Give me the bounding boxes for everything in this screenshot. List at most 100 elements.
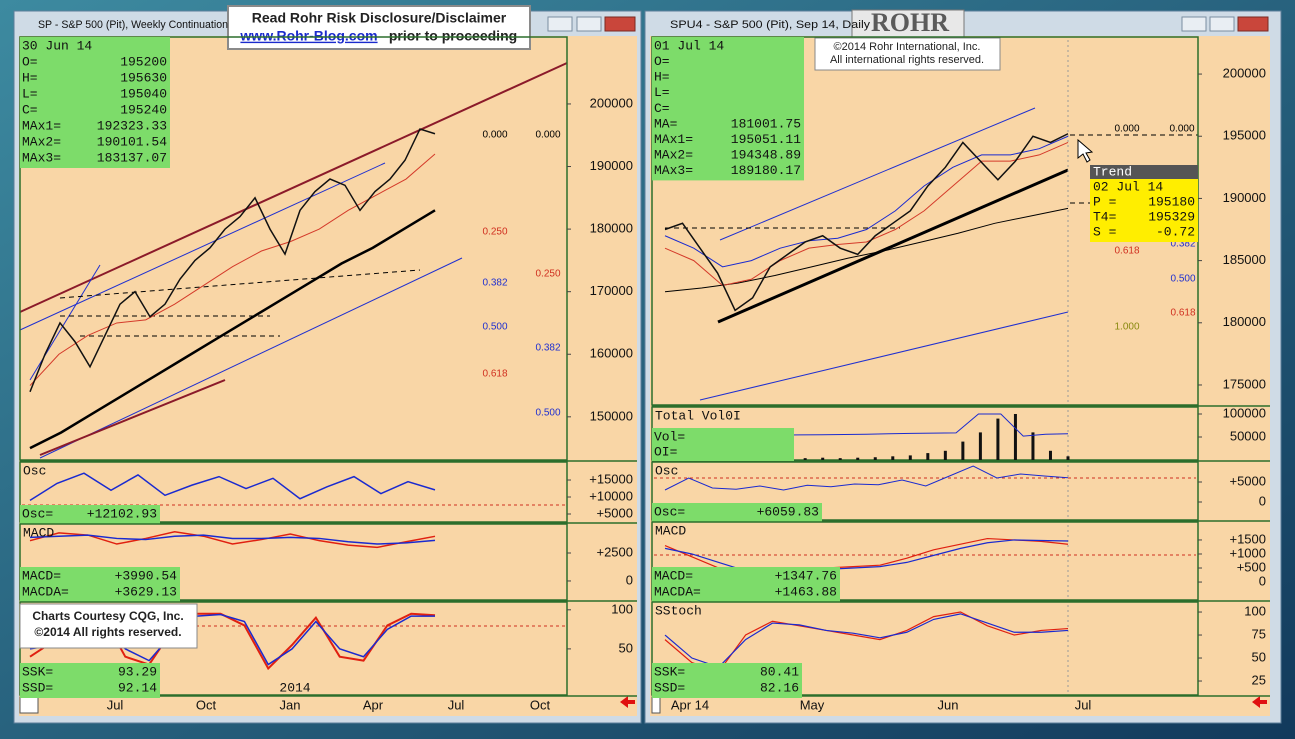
readout-box (20, 663, 160, 698)
date-label: Jun (938, 697, 959, 712)
readout-value: 181001.75 (731, 116, 801, 131)
trend-date: 02 Jul 14 (1093, 179, 1163, 194)
volume-bar (1066, 456, 1070, 460)
volume-bar (908, 455, 912, 460)
right-window-buttons[interactable] (1181, 16, 1269, 32)
banner-link[interactable]: www.Rohr-Blog.com (239, 28, 377, 44)
maximize-button[interactable] (576, 16, 602, 32)
readout-value: 183137.07 (97, 150, 167, 165)
year-label: 2014 (279, 680, 310, 695)
tick-label: 175000 (1223, 376, 1266, 391)
trend-header-bg (1090, 165, 1198, 179)
volume-bar (856, 457, 860, 460)
corner-box (19, 696, 39, 714)
fib-label: 0.000 (482, 130, 507, 141)
readout-value: +3629.13 (115, 584, 177, 599)
minimize-button[interactable] (547, 16, 573, 32)
readout-box (652, 663, 802, 698)
readout-value: +1463.88 (775, 584, 837, 599)
readout-value: 189180.17 (731, 163, 801, 178)
tick-label: 150000 (590, 408, 633, 423)
volume-bar (803, 458, 807, 460)
tick-label: 0 (1259, 493, 1266, 508)
tick-label: 100 (1244, 603, 1266, 618)
readout-label: MAx3= (654, 163, 693, 178)
readout-label: MACDA= (22, 584, 69, 599)
tick-label: 160000 (590, 346, 633, 361)
readout-value: 192323.33 (97, 118, 167, 133)
courtesy-text: ©2014 All rights reserved. (34, 625, 181, 639)
tick-label: 50 (619, 640, 633, 655)
volume-bar (821, 457, 825, 460)
minimize-button[interactable] (1181, 16, 1207, 32)
readout-label: O= (22, 54, 38, 69)
date-label: Jul (1075, 697, 1092, 712)
pane-label: MACD (655, 523, 686, 538)
readout-value: 80.41 (760, 664, 799, 679)
readout-label: OI= (654, 444, 678, 459)
fib-label: 0.618 (1170, 308, 1195, 319)
pane-frame (19, 36, 568, 461)
banner-text: prior to proceeding (389, 28, 517, 44)
pane-label: Total Vol0I (655, 408, 741, 423)
readout-value: 82.16 (760, 680, 799, 695)
fib-label: 0.250 (482, 227, 507, 238)
readout-box (20, 37, 170, 168)
readout-box (652, 567, 840, 602)
date-label: Jul (107, 697, 124, 712)
tick-label: +1000 (1229, 545, 1266, 560)
readout-label: L= (22, 86, 38, 101)
readout-value: 190101.54 (97, 134, 167, 149)
close-button[interactable] (604, 16, 636, 32)
series-line (664, 465, 1069, 491)
volume-bar (1048, 450, 1052, 460)
readout-label: MAx2= (654, 148, 693, 163)
readout-value: +3990.54 (115, 568, 178, 583)
readout-value: 93.29 (118, 664, 157, 679)
scroll-arrow[interactable] (620, 696, 635, 708)
pane-frame (19, 461, 568, 523)
copyright-box (814, 37, 1001, 71)
tick-label: 190000 (590, 158, 633, 173)
pane-label: Osc (655, 463, 678, 478)
readout-label: C= (654, 101, 670, 116)
tick-label: 200000 (590, 95, 633, 110)
volume-bar (1031, 432, 1035, 460)
maximize-button[interactable] (1209, 16, 1235, 32)
fib-label: 0.000 (535, 130, 560, 141)
date-label: Apr 14 (671, 697, 709, 712)
readout-value: +12102.93 (87, 506, 157, 521)
fib-label: 0.500 (1170, 274, 1195, 285)
readout-value: 195630 (120, 70, 167, 85)
trend-value: 195329 (1148, 209, 1195, 224)
tick-label: +5000 (596, 505, 633, 520)
readout-label: 01 Jul 14 (654, 38, 724, 53)
fib-label: 0.382 (482, 278, 507, 289)
readout-label: MACD= (654, 568, 693, 583)
series-line (29, 472, 436, 502)
trend-label: T4= (1093, 209, 1117, 224)
fib-label: 0.000 (1169, 124, 1194, 135)
tick-label: +5000 (1229, 473, 1266, 488)
tick-label: 0 (626, 572, 633, 587)
readout-value: 194348.89 (731, 148, 801, 163)
tick-label: 75 (1252, 626, 1266, 641)
readout-label: SSD= (654, 680, 685, 695)
tick-label: 50 (1252, 649, 1266, 664)
courtesy-box (19, 603, 198, 649)
tick-label: +500 (1237, 559, 1266, 574)
date-label: May (800, 697, 825, 712)
readout-label: MAx3= (22, 150, 61, 165)
readout-value: 195051.11 (731, 132, 801, 147)
readout-label: Osc= (22, 506, 53, 521)
readout-label: Vol= (654, 429, 685, 444)
scroll-arrow[interactable] (1252, 696, 1267, 708)
tick-label: 185000 (1223, 252, 1266, 267)
readout-value: +1347.76 (775, 568, 837, 583)
left-window-buttons[interactable] (547, 16, 636, 32)
close-button[interactable] (1237, 16, 1269, 32)
pane-frame (19, 523, 568, 601)
tick-label: +10000 (589, 488, 633, 503)
readout-box (652, 37, 804, 181)
fib-label: 0.618 (482, 369, 507, 380)
